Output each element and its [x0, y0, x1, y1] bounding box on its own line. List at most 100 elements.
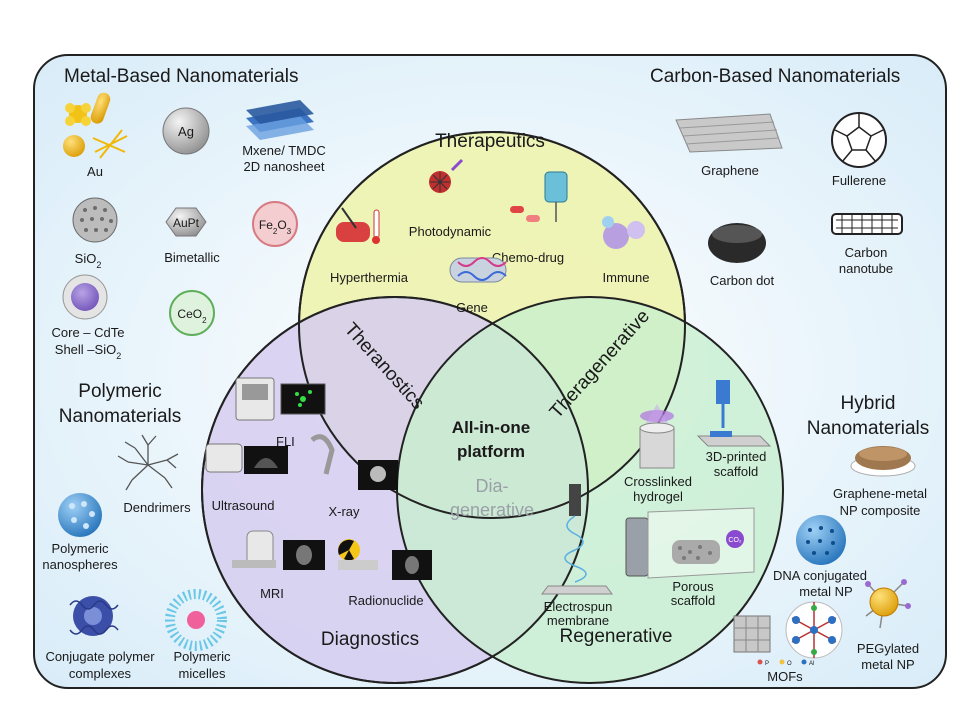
peg-label-line2: metal NP: [861, 657, 914, 672]
electrospun-label-line1: Electrospun: [544, 599, 613, 614]
mof-legend-o: O: [787, 661, 792, 667]
crosslinked-label-line2: hydrogel: [633, 489, 683, 504]
dna-np-label-line1: DNA conjugated: [773, 568, 867, 583]
carbon-nanotube-icon: [831, 213, 903, 235]
conjugate-label-line2: complexes: [69, 666, 132, 681]
immune-label: Immune: [603, 270, 650, 285]
sio2-label-sub: 2: [96, 260, 101, 270]
bimetallic-label: Bimetallic: [164, 250, 220, 265]
sio2-label: SiO2: [75, 251, 102, 270]
chemo-drug-label: Chemo-drug: [492, 250, 564, 265]
mof-legend-al: Al: [809, 661, 814, 667]
aupt-label: AuPt: [173, 216, 200, 230]
mofs-label: MOFs: [767, 669, 803, 684]
3d-printed-label-line1: 3D-printed: [706, 449, 767, 464]
mxene-label-line2: 2D nanosheet: [244, 159, 325, 174]
conjugate-label-line1: Conjugate polymer: [45, 649, 155, 664]
porous-scaffold-icon: [625, 507, 755, 579]
ultrasound-device-icon: [205, 443, 288, 474]
ceo2-sub: 2: [202, 316, 207, 325]
fe2o3-mid: O: [277, 218, 286, 232]
carbon-nanotube-label-line2: nanotube: [839, 261, 893, 276]
sio2-nanoparticle-icon: [72, 197, 118, 243]
ag-label: Ag: [178, 124, 194, 139]
all-in-one-label-line1: All-in-one: [452, 418, 530, 437]
micelles-label-line2: micelles: [179, 666, 226, 681]
au-label: Au: [87, 164, 103, 179]
dna-conjugated-np-icon: [796, 515, 846, 565]
all-in-one-label-line2: platform: [457, 442, 525, 461]
diagnostics-heading: Diagnostics: [321, 629, 419, 650]
ceo2-nanoparticle-icon: [169, 290, 215, 336]
pegylated-np-icon: [865, 579, 911, 629]
regenerative-heading: Regenerative: [559, 626, 672, 647]
hyperthermia-icon: [336, 207, 380, 244]
core-shell-nanoparticle-icon: [62, 274, 108, 320]
crosslinked-hydrogel-icon: [639, 404, 675, 469]
mxene-nanosheet-icon: [246, 100, 314, 140]
co2-label: CO₂: [728, 537, 742, 544]
fullerene-label: Fullerene: [832, 173, 886, 188]
mof-legend-p: P: [765, 661, 769, 667]
diagnostics-outline: [201, 296, 589, 684]
polymeric-heading-line2: Nanomaterials: [59, 406, 182, 427]
carbon-dot-icon: [708, 223, 766, 263]
core-shell-line2-sub: 2: [116, 351, 121, 361]
radionuclide-icon: [338, 539, 432, 580]
porous-label-line2: scaffold: [671, 593, 716, 608]
gene-capsule-icon: [449, 257, 507, 283]
sio2-label-base: SiO: [75, 251, 97, 266]
3d-printed-label-line2: scaffold: [714, 464, 759, 479]
dna-np-label-line2: metal NP: [799, 584, 852, 599]
graphene-label: Graphene: [701, 163, 759, 178]
fli-imager-icon: [235, 377, 326, 421]
aupt-nanoparticle-icon: [165, 207, 207, 237]
nanospheres-label-line2: nanospheres: [42, 557, 118, 572]
crosslinked-label-line1: Crosslinked: [624, 474, 692, 489]
radionuclide-label: Radionuclide: [348, 593, 423, 608]
hybrid-heading-line1: Hybrid: [841, 393, 896, 414]
ceo2-label: CeO2: [177, 307, 207, 325]
diagenerative-label-line1: Dia-: [475, 476, 508, 496]
au-nanoparticle-icon: [63, 92, 128, 159]
xray-label: X-ray: [328, 504, 360, 519]
core-shell-label-line2: Shell –SiO2: [55, 342, 121, 361]
dendrimers-label: Dendrimers: [123, 500, 191, 515]
therapeutics-outline: [298, 131, 686, 519]
gene-label: Gene: [456, 300, 488, 315]
fli-label: FLI: [276, 434, 295, 449]
electrospinning-icon: [541, 484, 613, 595]
core-shell-label-line1: Core – CdTe: [52, 325, 125, 340]
mxene-label-line1: Mxene/ TMDC: [242, 143, 326, 158]
fe2o3-base: Fe: [259, 218, 273, 232]
mri-label: MRI: [260, 586, 284, 601]
fe2o3-nanoparticle-icon: [252, 201, 298, 247]
carbon-dot-label: Carbon dot: [710, 273, 775, 288]
polymeric-heading-line1: Polymeric: [78, 381, 161, 402]
ceo2-base: CeO: [177, 307, 202, 321]
graphene-sheet-icon: [675, 113, 783, 153]
ultrasound-label: Ultrasound: [212, 498, 275, 513]
micelles-label-line1: Polymeric: [173, 649, 231, 664]
mri-scanner-icon: [232, 530, 325, 570]
polymeric-micelle-icon: [165, 589, 227, 651]
mof-legend: P O Al: [757, 659, 814, 667]
peg-label-line1: PEGylated: [857, 641, 919, 656]
mof-structure-icon: [733, 601, 843, 659]
diagenerative-label-line2: generative: [450, 500, 534, 520]
immune-cell-icon: [602, 216, 645, 249]
carbon-nanotube-label-line1: Carbon: [845, 245, 888, 260]
chemo-drug-icon: [510, 171, 568, 222]
hyperthermia-label: Hyperthermia: [330, 270, 409, 285]
hybrid-heading-line2: Nanomaterials: [807, 418, 930, 439]
electrospun-label-line2: membrane: [547, 613, 609, 628]
fe2o3-sub2: 3: [287, 227, 292, 236]
fullerene-icon: [831, 112, 887, 168]
carbon-based-heading: Carbon-Based Nanomaterials: [650, 66, 900, 87]
graphene-metal-composite-icon: [850, 446, 916, 477]
therapeutics-heading: Therapeutics: [435, 131, 545, 152]
porous-label-line1: Porous: [672, 579, 714, 594]
nanospheres-label-line1: Polymeric: [51, 541, 109, 556]
photodynamic-label: Photodynamic: [409, 224, 492, 239]
